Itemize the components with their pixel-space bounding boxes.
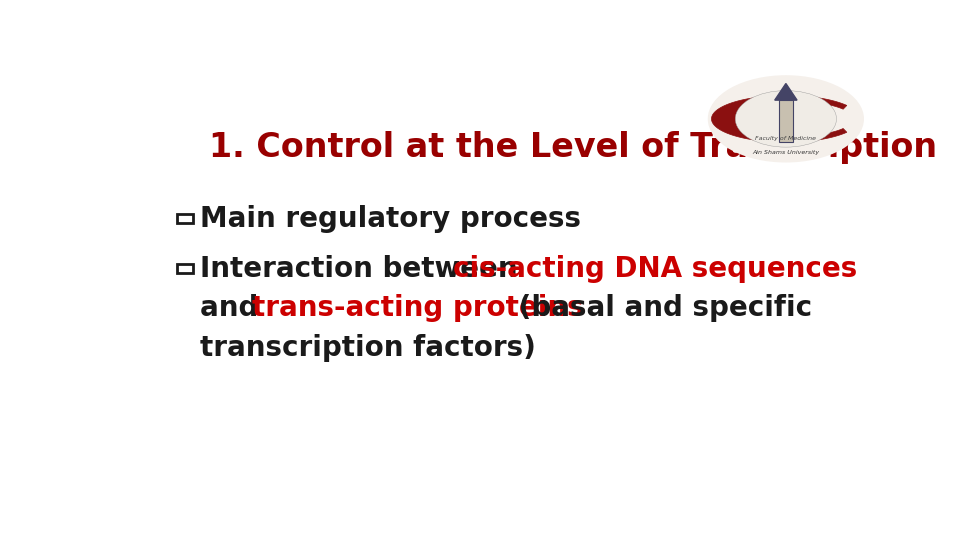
Text: Faculty of Medicine: Faculty of Medicine — [756, 136, 816, 141]
Text: transcription factors): transcription factors) — [200, 334, 536, 362]
Text: cis-acting DNA sequences: cis-acting DNA sequences — [453, 254, 857, 282]
Polygon shape — [775, 84, 797, 100]
Text: (basal and specific: (basal and specific — [510, 294, 812, 322]
Circle shape — [735, 91, 836, 147]
Text: Main regulatory process: Main regulatory process — [200, 205, 581, 233]
Text: Ain Shams University: Ain Shams University — [753, 151, 820, 156]
Polygon shape — [711, 96, 847, 142]
FancyBboxPatch shape — [780, 100, 793, 141]
Text: 1. Control at the Level of Transcription: 1. Control at the Level of Transcription — [209, 131, 937, 164]
Text: Interaction between: Interaction between — [200, 254, 527, 282]
Text: and: and — [200, 294, 268, 322]
Text: trans-acting proteins: trans-acting proteins — [252, 294, 584, 322]
Circle shape — [708, 75, 864, 163]
